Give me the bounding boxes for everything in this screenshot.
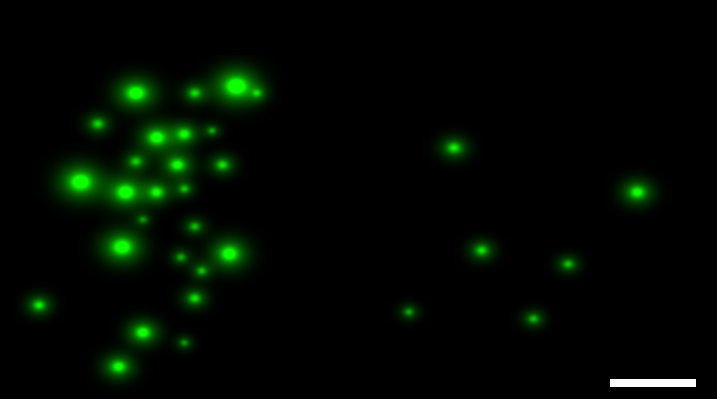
Bar	[609, 379, 696, 387]
Text: vehicle: vehicle	[121, 15, 232, 43]
Text: Daun02: Daun02	[480, 15, 600, 43]
